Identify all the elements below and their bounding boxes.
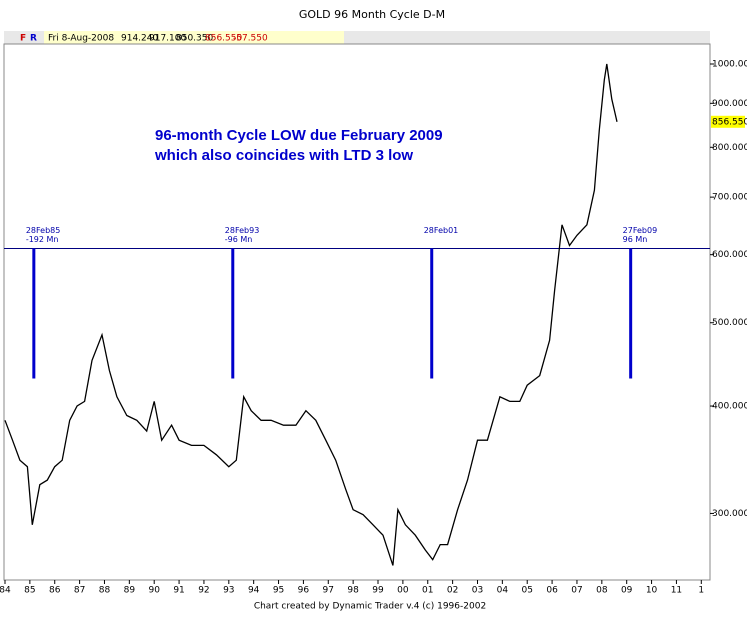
cycle-marker-sublabel: 96 Mn [623,235,648,244]
last-value-label: 856.550 [712,117,747,127]
last-value-box [711,115,745,128]
y-tick-label: 1000.000 [712,59,747,69]
icon[interactable]: R [30,34,37,44]
x-tick-label: 85 [24,586,35,596]
y-tick-label: 600.000 [712,250,747,260]
y-tick-label: 500.000 [712,318,747,328]
x-tick-label: 00 [397,586,409,596]
x-tick-label: 10 [646,586,658,596]
cycle-marker-label: 28Feb01 [424,226,459,235]
x-tick-label: 94 [248,586,260,596]
x-tick-label: 06 [546,586,558,596]
x-tick-label: 93 [223,586,234,596]
x-tick-label: 02 [447,586,458,596]
info-change: -57.550 [233,34,268,44]
price-line [4,63,618,566]
x-tick-label: 84 [0,586,11,596]
x-tick-label: 89 [124,586,136,596]
x-tick-label: 86 [49,586,61,596]
info-date: Fri 8-Aug-2008 [48,34,114,44]
x-tick-label: 99 [372,586,384,596]
x-tick-label: 95 [273,586,284,596]
x-tick-label: 90 [148,586,160,596]
x-tick-label: 03 [472,586,483,596]
x-tick-label: 11 [671,586,682,596]
y-tick-label: 800.000 [712,143,747,153]
x-tick-label: 05 [521,586,532,596]
cycle-marker-label: 28Feb93 [225,226,260,235]
info-open: 914.240 [121,34,158,44]
x-tick-label: 01 [422,586,433,596]
cycle-marker-sublabel: -96 Mn [225,235,253,244]
icon[interactable]: F [20,34,26,44]
x-tick-label: 97 [323,586,334,596]
x-tick-label: 91 [173,586,184,596]
chart-title: GOLD 96 Month Cycle D-M [299,8,445,21]
x-tick-label: 04 [497,586,509,596]
y-tick-label: 700.000 [712,193,747,203]
annotation: 96-month Cycle LOW due February 2009 [155,127,443,144]
plot-frame [3,43,711,581]
x-tick-label: 08 [596,586,608,596]
info-high: 917.100 [149,34,186,44]
footer: Chart created by Dynamic Trader v.4 (c) … [254,602,486,612]
x-tick-label: 96 [298,586,310,596]
x-tick-label: 07 [571,586,582,596]
info-bar-values [44,31,344,44]
cycle-marker-label: 27Feb09 [623,226,658,235]
info-close: 856.550 [205,34,242,44]
info-low: 850.350 [176,34,213,44]
annotation: which also coincides with LTD 3 low [154,147,413,164]
cycle-marker-label: 28Feb85 [26,226,61,235]
x-tick-label: 1 [698,586,704,596]
y-tick-label: 400.000 [712,402,747,412]
cycle-marker-sublabel: -192 Mn [26,235,59,244]
x-tick-label: 92 [198,586,209,596]
y-tick-label: 300.000 [712,509,747,519]
y-tick-label: 900.000 [712,99,747,109]
x-tick-label: 88 [99,586,111,596]
x-tick-label: 87 [74,586,85,596]
x-tick-label: 09 [621,586,633,596]
x-tick-label: 98 [347,586,359,596]
